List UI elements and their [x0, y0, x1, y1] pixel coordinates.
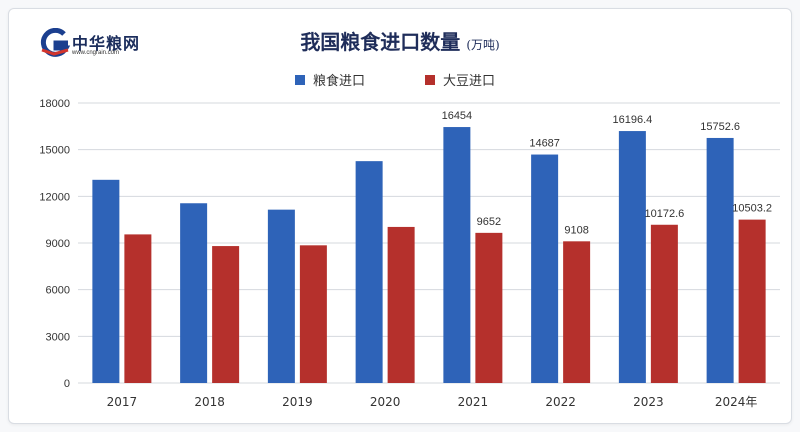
bar-soy: [212, 246, 240, 383]
chart-legend: 粮食进口 大豆进口: [295, 70, 495, 89]
bar-soy: [299, 245, 327, 383]
legend-swatch-soy: [425, 74, 436, 85]
chart-title-text: 我国粮食进口数量: [300, 30, 461, 54]
y-tick-label: 18000: [39, 98, 70, 110]
legend-item-grain: 粮食进口: [295, 70, 365, 89]
brand-logo: 中华粮网 www.cngrain.com: [38, 28, 178, 62]
chart-title: 我国粮食进口数量 (万吨): [0, 26, 800, 55]
y-tick-label: 9000: [46, 238, 70, 250]
logo-text: 中华粮网: [72, 34, 141, 53]
x-tick-label: 2017: [107, 395, 138, 409]
bar-soy: [650, 224, 678, 383]
legend-label-soy: 大豆进口: [443, 74, 496, 89]
data-label: 10172.6: [644, 208, 684, 220]
logo-url: www.cngrain.com: [72, 50, 120, 56]
bar-soy: [475, 232, 503, 383]
x-tick-label: 2023: [633, 395, 664, 409]
bar-grain: [706, 137, 734, 383]
x-tick-label: 2018: [194, 395, 225, 409]
bar-soy: [124, 234, 152, 383]
logo-mark-icon: [40, 28, 71, 57]
bar-soy: [563, 241, 591, 383]
y-tick-label: 6000: [46, 285, 70, 297]
data-label: 15752.6: [700, 121, 740, 133]
bar-grain: [92, 179, 120, 383]
bar-soy: [387, 226, 415, 383]
bar-grain: [355, 161, 383, 383]
data-label: 10503.2: [732, 203, 772, 215]
bar-grain: [180, 203, 208, 383]
chart-unit: (万吨): [466, 38, 500, 52]
x-tick-label: 2022: [545, 395, 576, 409]
y-tick-label: 3000: [46, 331, 70, 343]
data-label: 9652: [477, 216, 501, 228]
bar-grain: [443, 127, 471, 383]
x-tick-label: 2019: [282, 395, 313, 409]
x-tick-label: 2024年: [715, 395, 758, 409]
bar-soy: [738, 219, 766, 383]
y-tick-label: 0: [64, 378, 70, 390]
x-tick-label: 2021: [458, 395, 489, 409]
y-tick-label: 12000: [39, 191, 70, 203]
legend-swatch-grain: [295, 74, 305, 85]
bar-grain: [618, 131, 646, 383]
data-label: 14687: [529, 138, 560, 150]
data-label: 16454: [442, 110, 473, 122]
legend-item-soy: 大豆进口: [425, 70, 495, 89]
x-tick-label: 2020: [370, 395, 401, 409]
legend-label-grain: 粮食进口: [313, 74, 366, 89]
data-label: 16196.4: [612, 114, 652, 126]
y-tick-label: 15000: [39, 145, 70, 157]
bar-grain: [267, 209, 295, 383]
bar-grain: [531, 154, 559, 383]
data-label: 9108: [564, 224, 588, 236]
